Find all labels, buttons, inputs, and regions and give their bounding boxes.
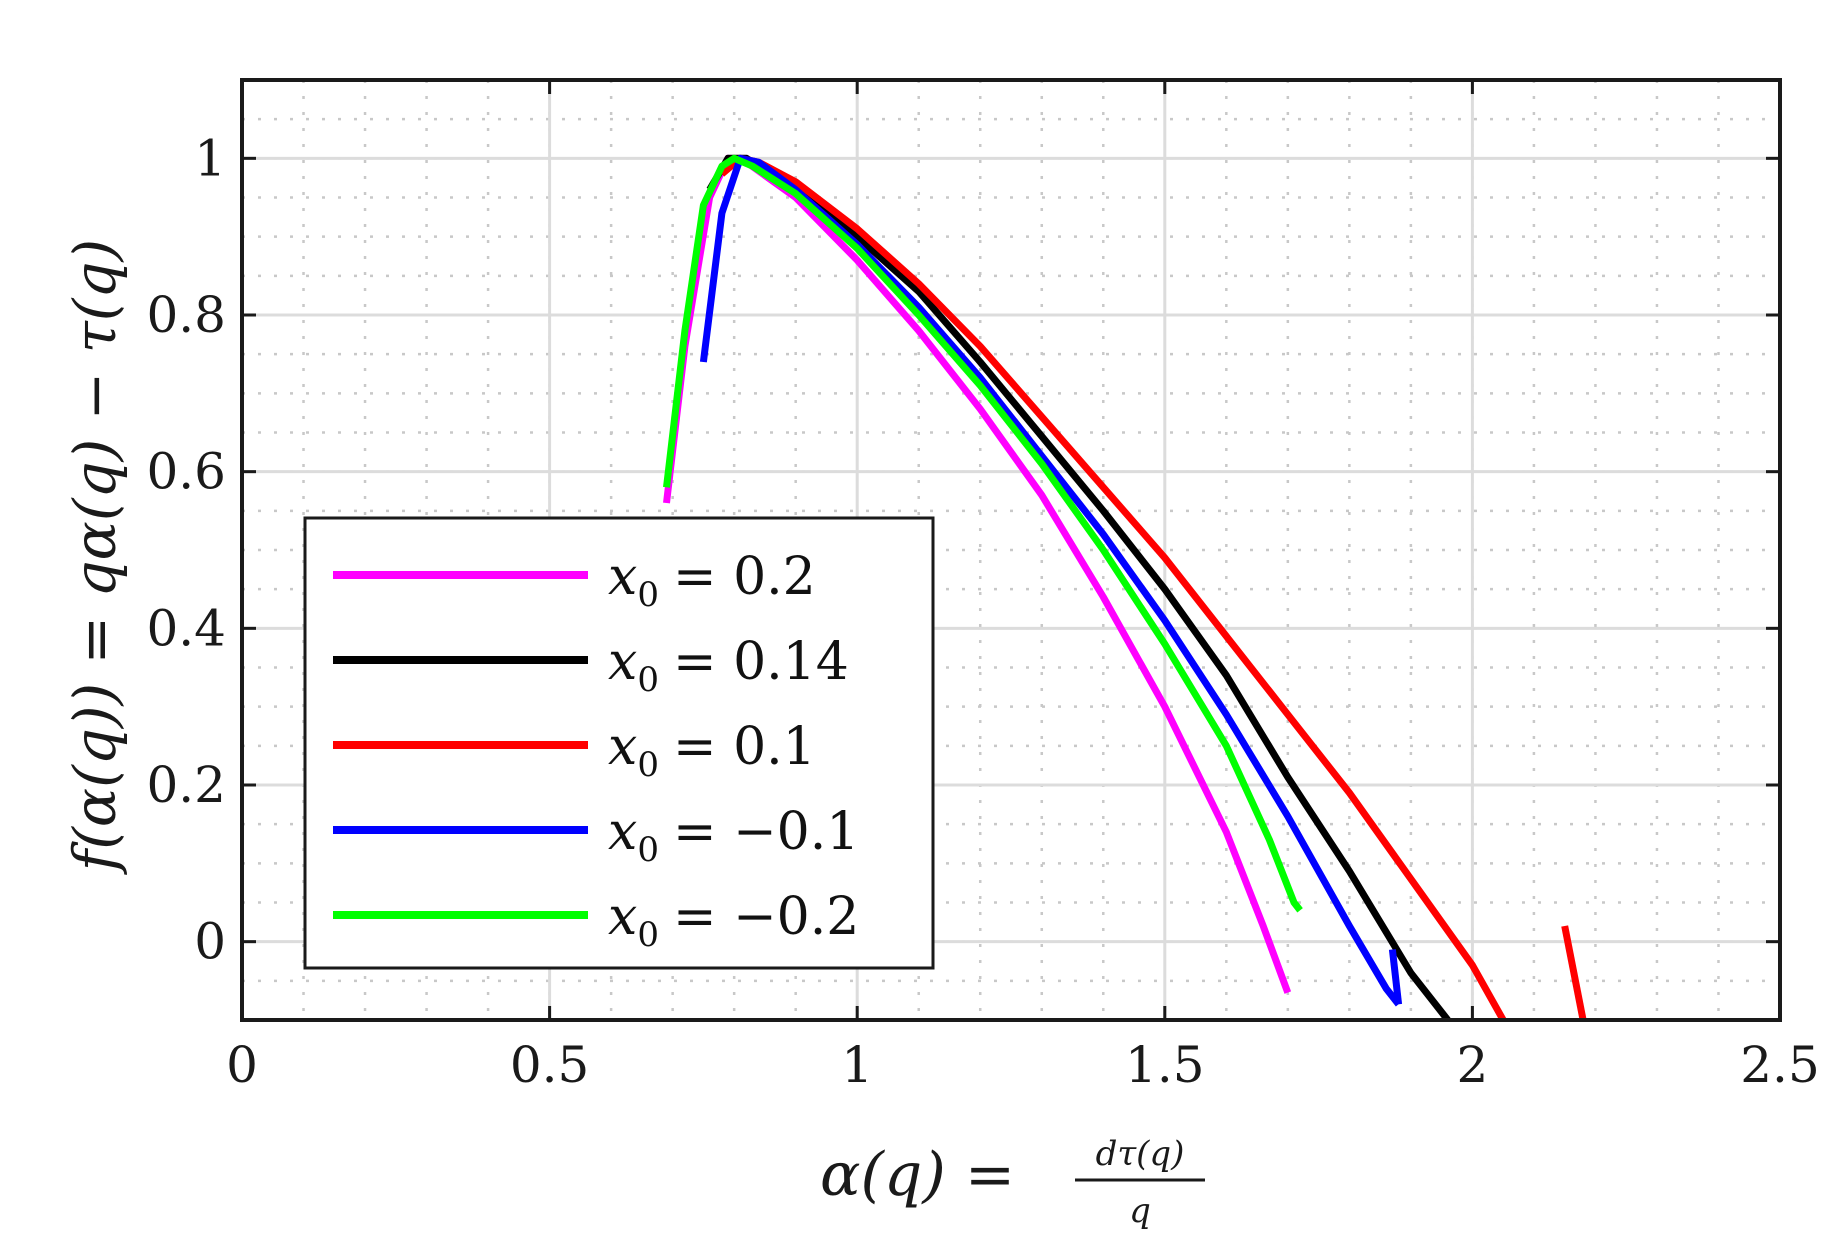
legend-label-4: x0 = −0.1 bbox=[608, 802, 859, 870]
x-tick-label: 1.5 bbox=[1125, 1036, 1205, 1094]
legend-label-var: x bbox=[608, 802, 637, 862]
series-line-5-segment-1 bbox=[663, 154, 1303, 913]
y-tick-label: 0.6 bbox=[146, 443, 226, 501]
legend-label-3: x0 = 0.1 bbox=[608, 717, 816, 785]
y-axis-label: f(α(q)) = qα(q) − τ(q) bbox=[61, 239, 129, 875]
legend-label-2: x0 = 0.14 bbox=[608, 632, 849, 700]
x-axis-label-numerator: dτ(q) bbox=[1096, 1134, 1185, 1174]
x-axis-label: α(q) = dτ(q) q bbox=[820, 1134, 1205, 1231]
x-tick-label: 1 bbox=[841, 1036, 873, 1094]
series-line-3-segment-2 bbox=[1561, 925, 1587, 1020]
legend-label-sub: 0 bbox=[637, 660, 659, 700]
legend-label-var: x bbox=[608, 547, 637, 607]
legend-label-sub: 0 bbox=[637, 745, 659, 785]
legend-label-1: x0 = 0.2 bbox=[608, 547, 816, 615]
y-tick-label: 0 bbox=[194, 913, 226, 971]
legend-label-sub: 0 bbox=[637, 575, 659, 615]
y-tick-label: 0.2 bbox=[146, 756, 226, 814]
x-tick-label: 0 bbox=[226, 1036, 258, 1094]
series-group bbox=[663, 154, 1587, 1020]
y-tick-label: 0.4 bbox=[146, 599, 226, 657]
legend-label-var: x bbox=[608, 717, 637, 777]
ticks: 0 0.5 1 1.5 2 2.5 0 0.2 0.4 0.6 0.8 1 bbox=[146, 80, 1820, 1094]
x-tick-label: 2 bbox=[1456, 1036, 1488, 1094]
legend-label-value: = 0.14 bbox=[673, 632, 849, 692]
legend-label-sub: 0 bbox=[637, 830, 659, 870]
legend-label-5: x0 = −0.2 bbox=[608, 887, 859, 955]
series-line-4-segment-1 bbox=[699, 154, 1402, 1007]
legend-label-value: = 0.2 bbox=[673, 547, 816, 607]
y-tick-label: 1 bbox=[194, 129, 226, 187]
x-tick-label: 2.5 bbox=[1740, 1036, 1820, 1094]
legend-label-sub: 0 bbox=[637, 915, 659, 955]
plot-frame bbox=[240, 78, 1782, 1022]
x-axis-label-prefix: α(q) = bbox=[820, 1140, 1015, 1210]
legend-label-var: x bbox=[608, 632, 637, 692]
legend-label-var: x bbox=[608, 887, 637, 947]
series-line-4-segment-2 bbox=[1388, 949, 1403, 1005]
legend-label-value: = −0.2 bbox=[673, 887, 859, 947]
y-tick-label: 0.8 bbox=[146, 286, 226, 344]
x-axis-label-denominator: q bbox=[1129, 1191, 1151, 1231]
legend-label-value: = 0.1 bbox=[673, 717, 816, 777]
x-tick-label: 0.5 bbox=[510, 1036, 590, 1094]
legend-label-value: = −0.1 bbox=[673, 802, 859, 862]
